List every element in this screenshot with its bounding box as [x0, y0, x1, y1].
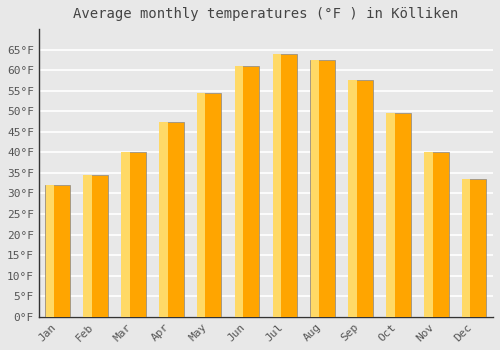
Bar — [159, 121, 184, 317]
Bar — [234, 66, 260, 317]
Bar — [348, 80, 373, 317]
Bar — [424, 152, 448, 317]
Bar — [197, 93, 222, 317]
Bar — [122, 152, 130, 317]
Bar — [386, 113, 394, 317]
Bar — [235, 66, 244, 317]
Bar — [348, 80, 357, 317]
Bar — [84, 175, 92, 317]
Bar — [386, 113, 410, 317]
Title: Average monthly temperatures (°F ) in Kölliken: Average monthly temperatures (°F ) in Kö… — [74, 7, 458, 21]
Bar — [121, 152, 146, 317]
Bar — [310, 60, 319, 317]
Bar — [46, 185, 54, 317]
Bar — [272, 54, 281, 317]
Bar — [159, 121, 168, 317]
Bar — [462, 179, 470, 317]
Bar — [197, 93, 205, 317]
Bar — [272, 54, 297, 317]
Bar — [46, 185, 70, 317]
Bar — [84, 175, 108, 317]
Bar — [424, 152, 432, 317]
Bar — [310, 60, 335, 317]
Bar — [462, 179, 486, 317]
